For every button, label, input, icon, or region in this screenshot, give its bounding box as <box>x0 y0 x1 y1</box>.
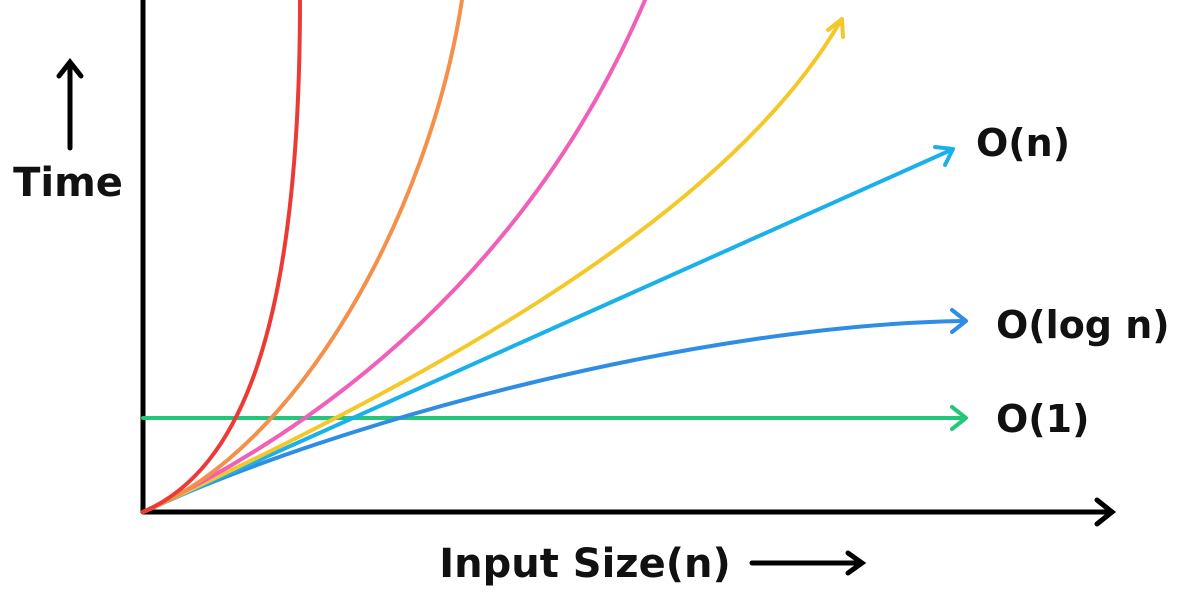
curve-ologn <box>141 319 965 514</box>
x-axis-label: Input Size(n) <box>439 541 730 587</box>
arrowhead-onlogn <box>826 17 845 39</box>
x-axis-arrowhead <box>1094 497 1117 527</box>
y-axis-label: Time <box>13 160 123 206</box>
curve-on <box>141 148 953 514</box>
curve-onfact <box>141 0 302 514</box>
input-right-arrowhead-icon <box>845 550 867 576</box>
curve-on2 <box>141 0 647 514</box>
label-on: O(n) <box>976 121 1070 165</box>
label-o1: O(1) <box>996 397 1089 441</box>
arrowhead-ologn <box>950 308 968 334</box>
arrowhead-o1 <box>950 405 968 431</box>
label-ologn: O(log n) <box>996 303 1170 347</box>
time-up-arrowhead-icon <box>56 57 84 79</box>
arrowhead-on <box>933 145 955 167</box>
curve-o2n <box>141 0 464 514</box>
curve-onlogn <box>141 20 842 514</box>
